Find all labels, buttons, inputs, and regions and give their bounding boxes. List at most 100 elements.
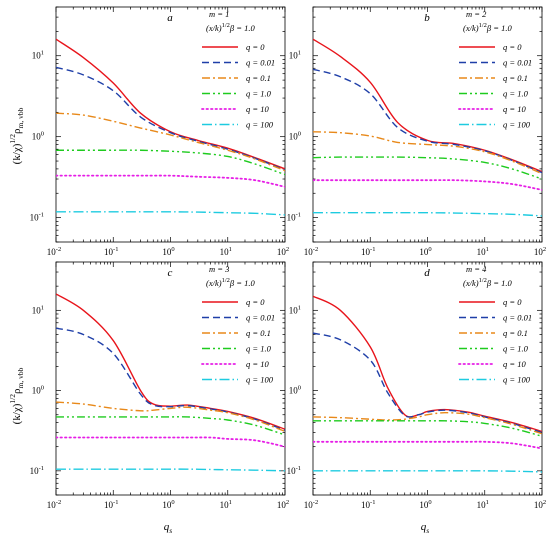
series-group xyxy=(56,38,285,216)
legend-label: q = 1.0 xyxy=(246,344,272,354)
xlabel-main: q xyxy=(421,521,427,533)
x-axis-title-right: qs xyxy=(421,521,430,535)
x-tick-label: 101 xyxy=(477,246,489,257)
beta-label-sup: 1/2 xyxy=(479,277,487,284)
y-tick-exp: 0 xyxy=(298,131,301,138)
x-tick-exp: 2 xyxy=(286,246,289,253)
y-tick-exp: 0 xyxy=(298,385,301,392)
y-axis-title-bottom: (k/χ)1/2ρm, vbb xyxy=(8,367,25,424)
legend-label: q = 0 xyxy=(246,297,265,307)
legend-label: q = 100 xyxy=(503,375,531,385)
beta-label-tail: β = 1.0 xyxy=(486,278,513,288)
y-tick-base: 10 xyxy=(289,386,299,396)
beta-label-base: (x/k) xyxy=(206,23,222,33)
y-tick-base: 10 xyxy=(32,51,42,61)
y-tick-label: 10-1 xyxy=(30,465,44,476)
x-tick-base: 10 xyxy=(419,500,429,510)
series-line-3 xyxy=(56,416,285,436)
y-tick-exp: -1 xyxy=(39,465,44,472)
beta-label-tail: β = 1.0 xyxy=(229,23,256,33)
y-tick-label: 101 xyxy=(289,304,301,315)
legend-label: q = 100 xyxy=(246,375,274,385)
beta-label-sup: 1/2 xyxy=(479,22,487,29)
x-tick-exp: 2 xyxy=(543,246,546,253)
legend-label: q = 0.01 xyxy=(246,58,275,68)
y-tick-label: 101 xyxy=(32,304,44,315)
legend-label: q = 100 xyxy=(246,120,274,130)
ylabel-main: (k/χ) xyxy=(11,143,23,164)
legend: q = 0 q = 0.01 q = 0.1 q = 1.0 q = 10 q = 100 xyxy=(458,297,532,385)
y-tick-exp: 1 xyxy=(298,50,301,57)
x-tick-exp: -2 xyxy=(313,499,318,506)
beta-label-sup: 1/2 xyxy=(222,22,230,29)
x-tick-base: 10 xyxy=(162,500,172,510)
x-tick-base: 10 xyxy=(277,500,287,510)
x-tick-exp: 1 xyxy=(486,246,489,253)
x-tick-exp: 0 xyxy=(171,499,174,506)
y-tick-base: 10 xyxy=(32,132,42,142)
y-tick-base: 10 xyxy=(287,213,297,223)
y-tick-base: 10 xyxy=(32,305,42,315)
x-tick-exp: 1 xyxy=(229,499,232,506)
x-tick-exp: 1 xyxy=(486,499,489,506)
series-line-1 xyxy=(313,332,542,434)
y-tick-base: 10 xyxy=(289,51,299,61)
x-tick-label: 101 xyxy=(220,246,232,257)
x-tick-exp: 2 xyxy=(543,499,546,506)
beta-label-sup: 1/2 xyxy=(222,277,230,284)
x-tick-base: 10 xyxy=(220,247,230,257)
xlabel-sub: s xyxy=(426,526,429,535)
xlabel-main: q xyxy=(164,521,170,533)
panel-letter: d xyxy=(424,267,430,279)
panel-letter: b xyxy=(424,12,430,24)
x-tick-base: 10 xyxy=(304,500,314,510)
y-tick-label: 100 xyxy=(32,385,44,396)
y-tick-base: 10 xyxy=(30,466,40,476)
x-tick-exp: -2 xyxy=(56,499,61,506)
x-tick-exp: -1 xyxy=(370,246,375,253)
x-tick-label: 102 xyxy=(277,499,289,510)
x-tick-exp: 0 xyxy=(171,246,174,253)
x-tick-label: 101 xyxy=(477,499,489,510)
series-group xyxy=(313,295,542,473)
x-tick-base: 10 xyxy=(47,500,57,510)
y-tick-exp: 1 xyxy=(41,304,44,311)
x-tick-base: 10 xyxy=(534,500,544,510)
series-line-4 xyxy=(313,179,542,191)
x-tick-label: 102 xyxy=(534,499,546,510)
x-tick-label: 10-1 xyxy=(361,246,375,257)
legend-label: q = 0.01 xyxy=(503,58,532,68)
series-line-0 xyxy=(313,38,542,173)
x-tick-label: 10-2 xyxy=(304,246,318,257)
x-tick-base: 10 xyxy=(534,247,544,257)
legend-label: q = 0 xyxy=(503,42,522,52)
legend-label: q = 0.01 xyxy=(503,313,532,323)
panel-letter: c xyxy=(168,267,173,279)
series-line-3 xyxy=(56,149,285,176)
series-line-5 xyxy=(313,470,542,473)
m-label: m = 3 xyxy=(209,264,229,274)
x-axis-title-left: qs xyxy=(164,521,173,535)
ylabel-sup: 1/2 xyxy=(8,134,17,144)
series-line-2 xyxy=(56,112,285,172)
x-tick-label: 102 xyxy=(277,246,289,257)
legend-label: q = 0.1 xyxy=(246,328,271,338)
ylabel-rho: ρ xyxy=(11,128,23,134)
x-tick-exp: -2 xyxy=(313,246,318,253)
x-tick-label: 10-1 xyxy=(104,499,118,510)
x-tick-exp: 0 xyxy=(428,246,431,253)
x-tick-label: 100 xyxy=(162,499,174,510)
x-tick-base: 10 xyxy=(47,247,57,257)
x-tick-base: 10 xyxy=(477,500,487,510)
y-tick-label: 100 xyxy=(32,131,44,142)
series-line-5 xyxy=(56,468,285,472)
series-group xyxy=(56,293,285,472)
legend-label: q = 10 xyxy=(503,359,526,369)
beta-label: (x/k)1/2β = 1.0 xyxy=(206,22,255,33)
y-tick-exp: 0 xyxy=(41,131,44,138)
x-tick-label: 10-2 xyxy=(304,499,318,510)
y-tick-exp: -1 xyxy=(296,212,301,219)
